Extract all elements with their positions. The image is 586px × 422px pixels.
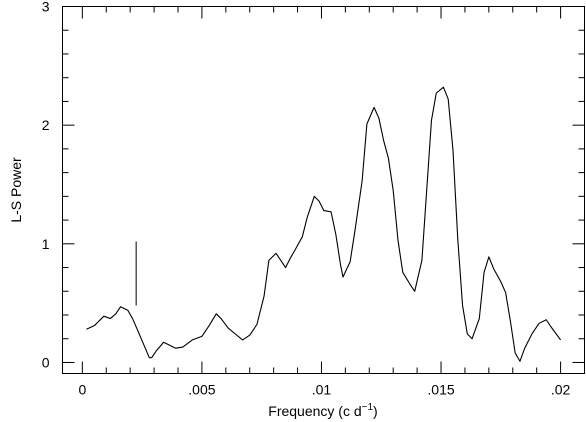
y-tick-label: 2: [42, 117, 50, 133]
x-tick-label: .01: [312, 382, 332, 398]
y-axis-label: L-S Power: [8, 157, 24, 223]
y-tick-label: 3: [42, 0, 50, 15]
y-tick-label: 0: [42, 354, 50, 370]
x-tick-label: .02: [551, 382, 571, 398]
y-tick-label: 1: [42, 236, 50, 252]
power-curve: [86, 86, 562, 362]
x-tick-label: .005: [188, 382, 215, 398]
x-axis-label-main: Frequency (c d: [268, 403, 361, 419]
plot-frame: [62, 6, 585, 374]
x-tick-label: .015: [427, 382, 454, 398]
x-axis-label-end: ): [373, 403, 378, 419]
x-tick-label: 0: [78, 382, 86, 398]
x-axis-label: Frequency (c d−1): [268, 402, 377, 419]
x-axis-label-sup: −1: [362, 402, 374, 413]
